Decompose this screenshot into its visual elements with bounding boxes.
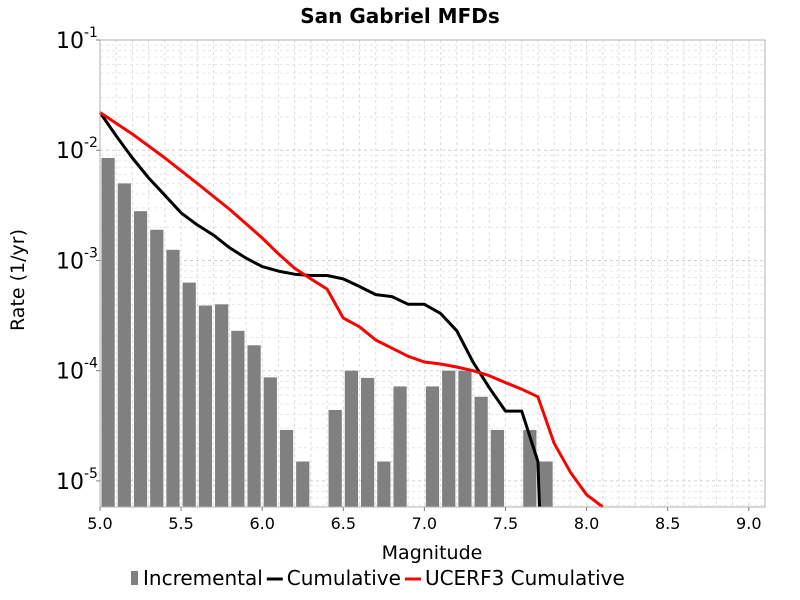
incremental-bar	[458, 370, 472, 507]
cumulative-lines	[98, 111, 604, 509]
legend-entry-label: UCERF3 Cumulative	[425, 566, 625, 590]
x-tick-label: 7.0	[412, 514, 437, 533]
incremental-bar	[442, 370, 456, 507]
incremental-bar	[344, 370, 359, 507]
y-axis-label: Rate (1/yr)	[7, 229, 29, 331]
incremental-bar	[474, 396, 488, 507]
legend-swatch-bar	[131, 571, 138, 585]
y-axis-ticks: 10-5 10-4 10-3 10-2 10-1	[56, 25, 100, 495]
incremental-bar	[393, 386, 407, 507]
incremental-bar	[101, 158, 115, 508]
series-line	[98, 111, 541, 508]
x-tick-label: 5.5	[168, 514, 193, 533]
x-tick-label: 9.0	[736, 514, 761, 533]
incremental-bar	[539, 461, 553, 507]
incremental-bar	[198, 305, 213, 507]
y-tick-label: 10-4	[56, 356, 98, 385]
incremental-bar	[231, 330, 245, 507]
x-tick-label: 8.0	[574, 514, 599, 533]
incremental-bar	[328, 409, 342, 507]
incremental-bar	[133, 211, 148, 507]
x-tick-label: 6.0	[249, 514, 274, 533]
incremental-bar	[263, 377, 277, 507]
incremental-bars	[101, 158, 553, 508]
y-tick-label: 10-1	[56, 25, 98, 54]
incremental-bar	[523, 429, 537, 507]
incremental-bar	[150, 229, 164, 507]
incremental-bar	[182, 282, 196, 507]
y-tick-label: 10-3	[56, 245, 98, 274]
legend-entry-label: Cumulative	[287, 566, 401, 590]
y-tick-label: 10-2	[56, 135, 98, 164]
incremental-bar	[166, 249, 180, 507]
incremental-bar	[425, 386, 440, 507]
x-tick-label: 6.5	[331, 514, 356, 533]
incremental-bar	[247, 345, 261, 507]
incremental-bar	[490, 429, 504, 507]
x-tick-label: 5.0	[87, 514, 112, 533]
incremental-bar	[215, 304, 229, 507]
legend: Incremental Cumulative UCERF3 Cumulative	[131, 566, 625, 590]
x-axis-ticks: 5.0 5.5 6.0 6.5 7.0 7.5 8.0 8.5 9.0	[87, 507, 762, 533]
incremental-bar	[377, 461, 391, 507]
y-tick-label: 10-5	[56, 466, 98, 495]
x-tick-label: 8.5	[655, 514, 680, 533]
legend-entry-label: Incremental	[143, 566, 263, 590]
incremental-bar	[279, 429, 294, 507]
incremental-bar	[117, 183, 131, 507]
incremental-bar	[361, 377, 375, 507]
series-line	[99, 111, 604, 509]
plot-border	[99, 39, 766, 508]
incremental-bar	[296, 461, 310, 507]
x-axis-label: Magnitude	[382, 542, 483, 564]
x-tick-label: 7.5	[493, 514, 518, 533]
chart-title: San Gabriel MFDs	[300, 4, 500, 28]
